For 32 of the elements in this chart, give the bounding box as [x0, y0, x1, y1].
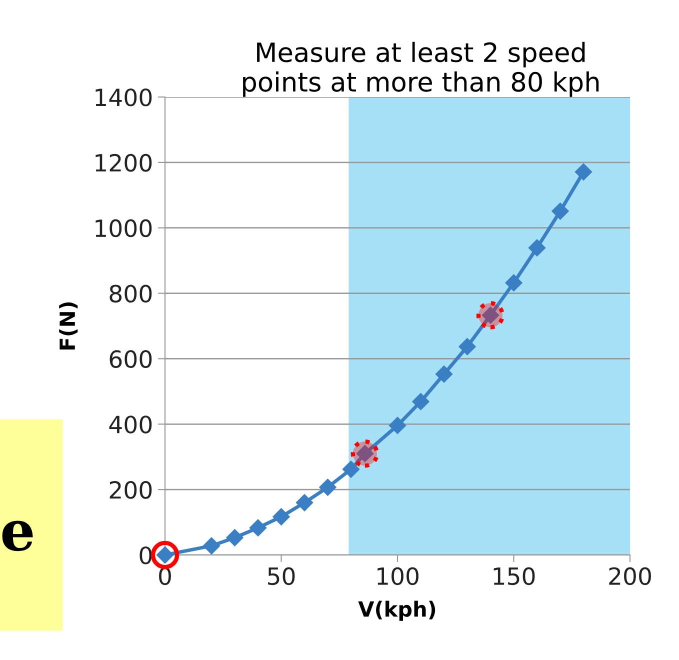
point [458, 338, 476, 356]
y-axis-title: F(N) [59, 302, 78, 350]
point [150, 540, 180, 570]
y-tick-label: 200 [110, 481, 152, 499]
x-axis-title: V(kph) [358, 600, 436, 621]
point [388, 416, 406, 434]
point [505, 274, 522, 292]
point [528, 239, 546, 256]
point [342, 460, 360, 478]
point [412, 393, 430, 410]
point [296, 494, 314, 512]
y-tick-label: 0 [140, 546, 152, 564]
point [202, 537, 220, 554]
point [249, 519, 267, 536]
x-tick-label: 150 [494, 567, 535, 586]
x-tick-label: 100 [378, 567, 418, 586]
point [226, 529, 244, 546]
point [272, 508, 290, 526]
text: e [2, 520, 33, 552]
x-tick-label: 200 [609, 567, 651, 586]
y-tick-label: 1200 [96, 154, 152, 172]
y-tick-label: 400 [109, 416, 152, 434]
point [435, 366, 453, 383]
y-tick-label: 1000 [96, 219, 152, 238]
y-tick-label: 1400 [96, 88, 152, 106]
chart-title: Measure at least 2 speed points at more than 80 kph [243, 42, 599, 97]
x-tick-label: 50 [268, 567, 295, 586]
point [574, 163, 592, 180]
point [319, 478, 336, 496]
point [552, 202, 569, 220]
y-tick-label: 800 [110, 284, 152, 303]
y-tick-label: 600 [110, 350, 152, 368]
